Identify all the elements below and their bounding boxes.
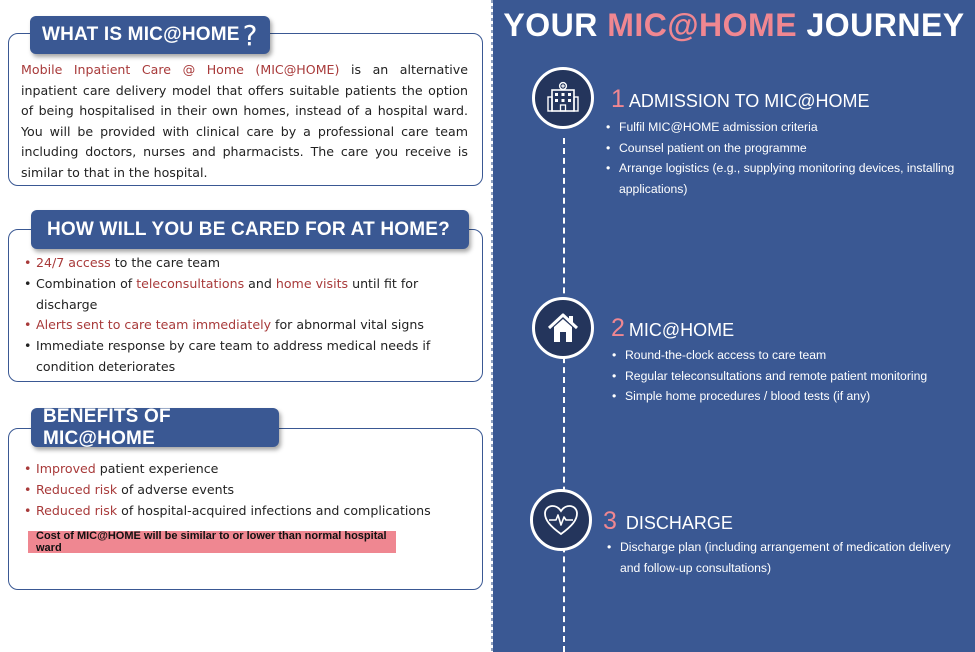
step-2-list: Round-the-clock access to care team Regu… [612, 345, 967, 407]
step-2-heading: 2 MIC@HOME [611, 314, 735, 342]
step-1-heading: 1 ADMISSION TO MIC@HOME [611, 85, 870, 113]
journey-title: YOUR MIC@HOME JOURNEY [503, 7, 965, 43]
list-item: Round-the-clock access to care team [612, 345, 967, 366]
list-item: Arrange logistics (e.g., supplying monit… [606, 158, 966, 199]
list-item: Simple home procedures / blood tests (if… [612, 386, 967, 407]
benefits-title: BENEFITS OF MIC@HOME [31, 406, 279, 449]
list-item: Immediate response by care team to addre… [22, 336, 432, 378]
cared-list: 24/7 access to the care team Combination… [22, 253, 432, 378]
benefits-list: Improved patient experience Reduced risk… [22, 459, 462, 521]
question-icon: ? [242, 18, 258, 52]
list-item: Counsel patient on the programme [606, 138, 966, 159]
hospital-icon [532, 67, 594, 129]
journey-timeline [563, 138, 565, 652]
list-item: Fulfil MIC@HOME admission criteria [606, 117, 966, 138]
list-item: Regular teleconsultations and remote pat… [612, 366, 967, 387]
step-3-heading: 3 DISCHARGE [603, 507, 733, 535]
list-item: Alerts sent to care team immediately for… [22, 315, 432, 336]
heart-pulse-icon [530, 489, 592, 551]
list-item: Reduced risk of hospital-acquired infect… [22, 501, 462, 522]
what-is-box [8, 33, 483, 186]
step-3-list: Discharge plan (including arrangement of… [607, 537, 967, 578]
panel-divider [491, 0, 493, 652]
what-is-title: WHAT IS MIC@HOME ? [30, 16, 270, 54]
list-item: Discharge plan (including arrangement of… [607, 537, 967, 578]
list-item: Reduced risk of adverse events [22, 480, 462, 501]
cost-note: Cost of MIC@HOME will be similar to or l… [28, 530, 396, 554]
cared-title: HOW WILL YOU BE CARED FOR AT HOME? [31, 210, 469, 249]
what-is-paragraph: Mobile Inpatient Care @ Home (MIC@HOME) … [21, 62, 468, 180]
list-item: Improved patient experience [22, 459, 462, 480]
list-item: 24/7 access to the care team [22, 253, 432, 274]
step-1-list: Fulfil MIC@HOME admission criteria Couns… [606, 117, 966, 199]
list-item: Combination of teleconsultations and hom… [22, 274, 432, 316]
home-icon [532, 297, 594, 359]
